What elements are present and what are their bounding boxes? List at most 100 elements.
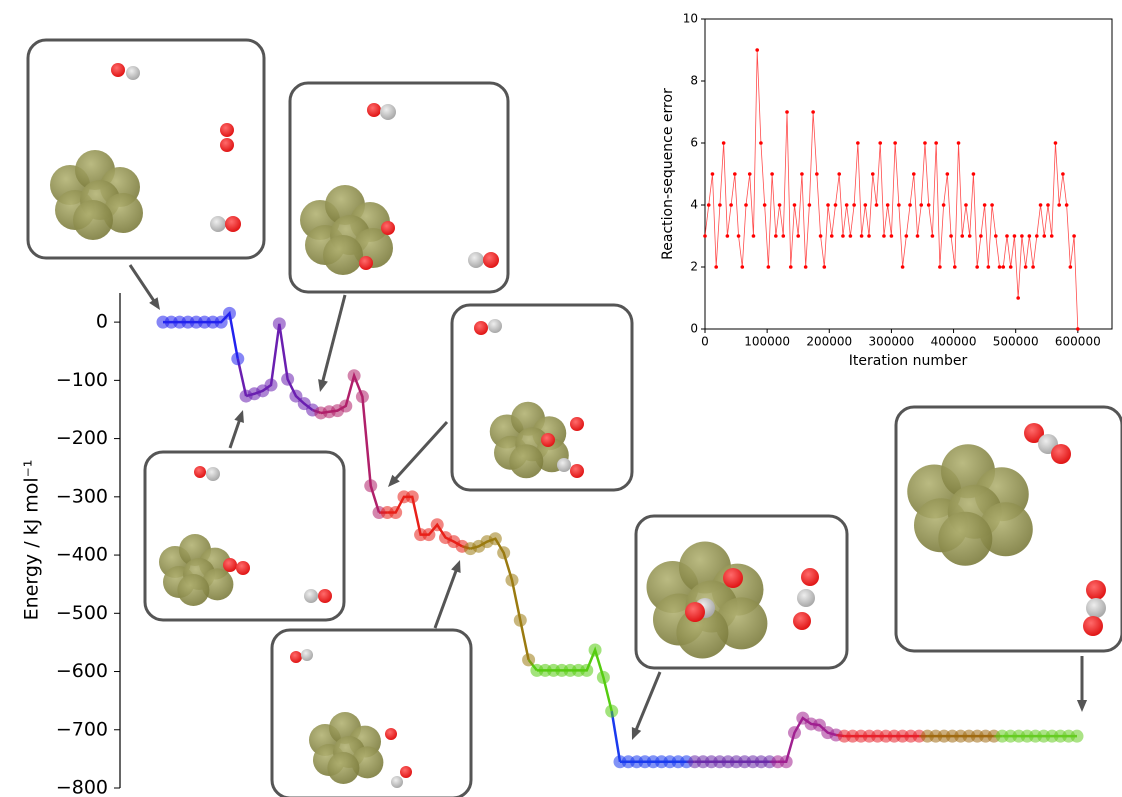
error-point [919,203,923,207]
y-tick-label: −600 [56,660,108,682]
error-point [711,172,715,176]
error-point [752,234,756,238]
error-point [819,234,823,238]
arrow-head [149,297,160,310]
oxygen-atom [723,568,743,588]
error-point [1057,203,1061,207]
error-point [934,141,938,145]
figure: Energy / kJ mol⁻¹ −800−700−600−500−400−3… [0,0,1122,797]
error-point [1069,265,1073,269]
error-point [767,265,771,269]
error-point [1020,234,1024,238]
arrow-head [234,410,244,423]
state-point [356,390,369,403]
state-point [489,532,502,545]
state-point [589,643,602,656]
error-point [740,265,744,269]
error-point [878,141,882,145]
arrow-head [632,727,641,740]
state-point [348,369,361,382]
error-point [759,141,763,145]
error-point [960,234,964,238]
error-point [957,141,961,145]
oxygen-atom [236,561,250,575]
error-point [871,172,875,176]
oxygen-atom [541,433,555,447]
error-point [852,203,856,207]
state-point [788,726,801,739]
error-point [774,234,778,238]
carbon-atom [557,458,571,472]
error-point [968,234,972,238]
oxygen-atom [225,216,241,232]
y-axis-label: Reaction-sequence error [660,88,676,260]
state-point [780,755,793,768]
error-point [890,234,894,238]
error-chart: Iteration number Reaction-sequence error… [660,12,1112,370]
error-point [778,203,782,207]
state-point [281,373,294,386]
oxygen-atom [1086,580,1106,600]
error-point [990,203,994,207]
error-point [1061,172,1065,176]
metal-atom [177,574,209,606]
oxygen-atom [381,221,395,235]
arrow-head [318,379,328,392]
oxygen-atom [111,63,125,77]
carbon-atom [126,66,140,80]
inset-arrow [435,568,457,628]
error-point [800,172,804,176]
error-point [893,141,897,145]
carbon-atom [206,467,220,481]
error-point [979,234,983,238]
y-tick-label: 6 [690,136,698,150]
state-point [1071,730,1084,743]
y-tick-label: −300 [56,485,108,507]
y-tick-label: −400 [56,544,108,566]
error-point [912,172,916,176]
error-point [1031,265,1035,269]
error-point [811,110,815,114]
state-point [364,479,377,492]
error-point [815,172,819,176]
error-point [726,234,730,238]
oxygen-atom [367,103,381,117]
error-point [987,265,991,269]
error-point [770,172,774,176]
error-point [830,234,834,238]
error-point [886,203,890,207]
error-point [804,265,808,269]
error-point [845,203,849,207]
oxygen-atom [474,321,488,335]
oxygen-atom [1083,616,1103,636]
error-point [897,203,901,207]
oxygen-atom [685,602,705,622]
error-point [789,265,793,269]
error-point [882,234,886,238]
error-point [972,172,976,176]
y-tick-label: −100 [56,369,108,391]
inset-arrow [230,418,240,448]
metal-atom [323,235,363,275]
y-tick-label: −700 [56,718,108,740]
error-point [1042,234,1046,238]
carbon-atom [797,589,815,607]
y-tick-label: −800 [56,777,108,797]
state-point [422,528,435,541]
error-point [953,265,957,269]
y-tick-label: 10 [683,12,698,26]
y-tick-label: 4 [690,198,698,212]
carbon-atom [488,319,502,333]
metal-atom [938,512,992,566]
error-point [823,265,827,269]
oxygen-atom [318,589,332,603]
connector [612,711,620,762]
error-point [908,203,912,207]
error-point [916,234,920,238]
error-point [994,234,998,238]
state-point [597,671,610,684]
error-point [1054,141,1058,145]
state-point [514,614,527,627]
error-point [998,265,1002,269]
state-point [522,653,535,666]
